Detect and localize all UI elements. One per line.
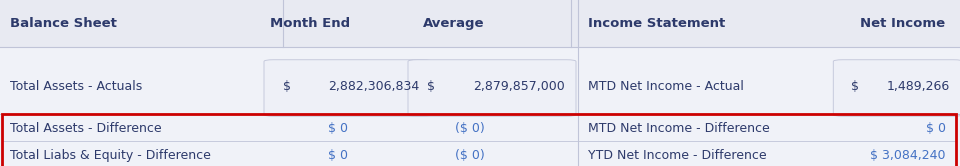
Text: $ 3,084,240: $ 3,084,240	[870, 149, 946, 162]
Text: Income Statement: Income Statement	[588, 17, 726, 30]
Text: MTD Net Income - Difference: MTD Net Income - Difference	[588, 122, 770, 135]
Text: Total Assets - Difference: Total Assets - Difference	[10, 122, 161, 135]
Text: Net Income: Net Income	[860, 17, 946, 30]
Text: $: $	[851, 80, 858, 93]
Text: 2,882,306,834: 2,882,306,834	[328, 80, 420, 93]
Text: Total Assets - Actuals: Total Assets - Actuals	[10, 80, 142, 93]
Text: $: $	[427, 80, 435, 93]
Text: ($ 0): ($ 0)	[455, 122, 485, 135]
Bar	[0, 0, 960, 47]
FancyBboxPatch shape	[833, 60, 960, 116]
Text: $ 0: $ 0	[327, 149, 348, 162]
FancyBboxPatch shape	[408, 60, 576, 116]
Text: $ 0: $ 0	[925, 122, 946, 135]
Text: YTD Net Income - Difference: YTD Net Income - Difference	[588, 149, 767, 162]
Text: Month End: Month End	[271, 17, 350, 30]
Text: ($ 0): ($ 0)	[455, 149, 485, 162]
Text: Balance Sheet: Balance Sheet	[10, 17, 116, 30]
Text: $ 0: $ 0	[327, 122, 348, 135]
Text: Average: Average	[423, 17, 485, 30]
Bar	[2, 114, 956, 166]
Text: Total Liabs & Equity - Difference: Total Liabs & Equity - Difference	[10, 149, 210, 162]
Text: MTD Net Income - Actual: MTD Net Income - Actual	[588, 80, 744, 93]
Text: 1,489,266: 1,489,266	[887, 80, 950, 93]
Text: 2,879,857,000: 2,879,857,000	[472, 80, 564, 93]
Text: $: $	[283, 80, 291, 93]
FancyBboxPatch shape	[264, 60, 432, 116]
